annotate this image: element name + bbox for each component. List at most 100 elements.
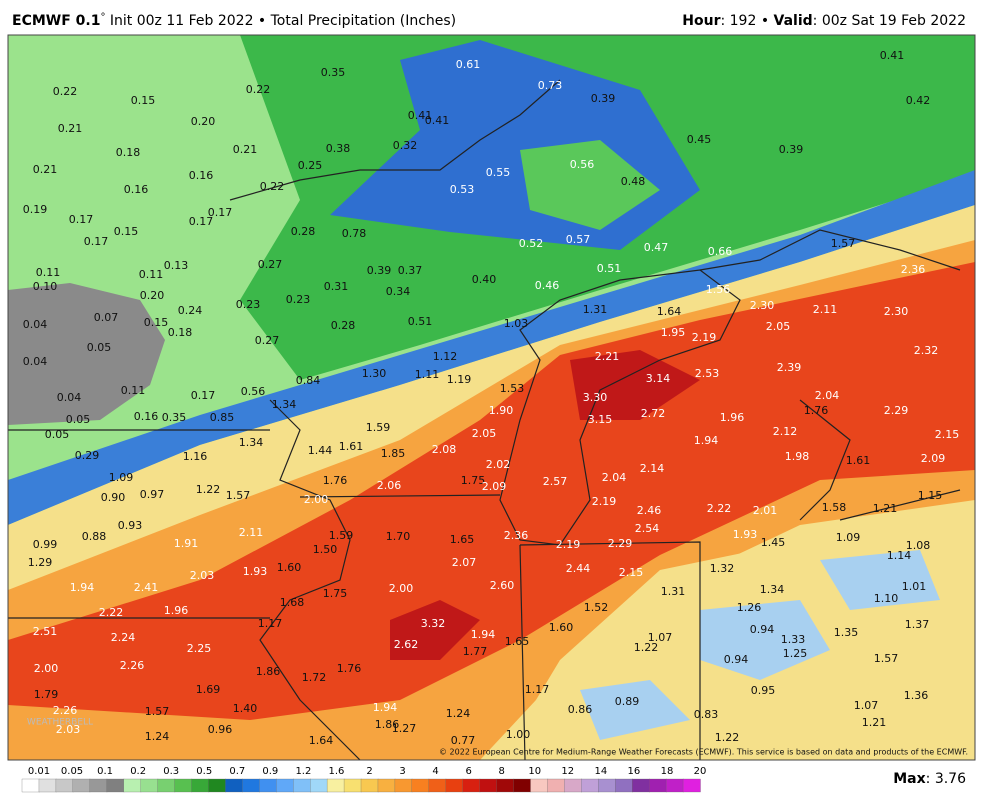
shade: [820, 550, 940, 610]
precip-label: 2.36: [504, 529, 529, 542]
precip-label: 1.07: [648, 631, 673, 644]
colorbar-label: 0.05: [61, 766, 83, 777]
precip-label: 0.53: [450, 183, 475, 196]
precip-label: 1.17: [525, 683, 550, 696]
colorbar-swatch: [665, 778, 684, 793]
precip-label: 0.51: [408, 315, 433, 328]
precip-label: 1.86: [256, 665, 281, 678]
precip-label: 1.60: [277, 561, 302, 574]
precip-label: 0.20: [140, 289, 165, 302]
precip-label: 1.26: [737, 601, 762, 614]
colorbar-label: 0.01: [28, 766, 50, 777]
precip-label: 0.48: [621, 175, 646, 188]
precip-label: 1.79: [34, 688, 59, 701]
precip-label: 1.45: [761, 536, 786, 549]
precip-label: 1.59: [329, 529, 354, 542]
precip-label: 1.76: [323, 474, 348, 487]
precip-label: 1.76: [337, 662, 362, 675]
precip-label: 1.72: [302, 671, 327, 684]
precip-label: 0.56: [241, 385, 266, 398]
hour-value: : 192 •: [720, 13, 773, 29]
model: ECMWF 0.1: [12, 13, 100, 29]
precip-label: 1.94: [70, 581, 95, 594]
precip-label: 1.93: [243, 565, 268, 578]
header-left: ECMWF 0.1° Init 00z 11 Feb 2022 • Total …: [12, 12, 456, 29]
precip-label: 2.54: [635, 522, 660, 535]
precip-label: 2.44: [566, 562, 591, 575]
precip-label: 2.29: [884, 404, 909, 417]
precip-label: 1.59: [366, 421, 391, 434]
precip-label: 0.16: [124, 183, 149, 196]
precip-label: 2.12: [773, 425, 798, 438]
precip-label: 1.57: [145, 705, 170, 718]
precip-label: 1.07: [854, 699, 879, 712]
precip-label: 0.27: [258, 258, 283, 271]
precip-label: 0.05: [45, 428, 70, 441]
colorbar-swatch: [225, 778, 243, 793]
colorbar-label: 10: [528, 766, 541, 777]
precip-label: 0.16: [189, 169, 214, 182]
colorbar-swatch: [157, 778, 176, 793]
precip-label: 1.94: [373, 701, 398, 714]
precip-label: 1.90: [489, 404, 514, 417]
precip-label: 1.61: [846, 454, 871, 467]
colorbar-swatch: [309, 778, 328, 793]
shoreline: [699, 229, 961, 521]
precip-label: 1.98: [785, 450, 810, 463]
precip-label: 1.40: [233, 702, 258, 715]
colorbar-label: 12: [561, 766, 574, 777]
watermark: WEATHERBELL: [27, 718, 93, 728]
precip-label: 0.05: [66, 413, 91, 426]
precip-label: 0.18: [116, 146, 141, 159]
precip-label: 0.32: [393, 139, 418, 152]
precip-label: 0.51: [597, 262, 622, 275]
precip-label: 0.95: [751, 684, 776, 697]
precip-label: 2.07: [452, 556, 477, 569]
precip-label: 0.23: [236, 298, 261, 311]
precip-label: 2.72: [641, 407, 666, 420]
precip-label: 1.34: [760, 583, 785, 596]
shade: [580, 680, 690, 740]
precip-label: 2.24: [111, 631, 136, 644]
precip-label: 1.22: [196, 483, 221, 496]
precip-label: 0.16: [134, 410, 159, 423]
precip-label: 1.31: [661, 585, 686, 598]
colorbar-swatch: [89, 778, 108, 793]
precip-label: 2.11: [239, 526, 264, 539]
precip-label: 0.57: [566, 233, 591, 246]
colorbar-label: 0.9: [262, 766, 278, 777]
precip-label: 1.56: [706, 283, 731, 296]
precip-label: 2.41: [134, 581, 159, 594]
precip-label: 1.86: [375, 718, 400, 731]
precip-label: 0.89: [615, 695, 640, 708]
precip-label: 1.36: [904, 689, 929, 702]
precip-label: 0.24: [178, 304, 203, 317]
precip-label: 1.22: [715, 731, 740, 744]
precip-label: 1.00: [506, 728, 531, 741]
precip-label: 3.14: [646, 372, 671, 385]
shade: [570, 350, 700, 420]
precip-label: 0.28: [291, 225, 316, 238]
precip-label: 0.38: [326, 142, 351, 155]
precip-label: 2.04: [602, 471, 627, 484]
precip-label: 2.00: [389, 582, 414, 595]
colorbar-swatch: [106, 778, 125, 793]
precip-label: 2.46: [637, 504, 662, 517]
precip-label: 0.88: [82, 530, 107, 543]
precip-label: 1.44: [308, 444, 333, 457]
colorbar-swatch: [38, 778, 57, 793]
precip-label: 2.14: [640, 462, 665, 475]
precip-label: 1.14: [887, 549, 912, 562]
precip-label: 0.47: [644, 241, 669, 254]
precip-label: 3.30: [583, 391, 608, 404]
precip-label: 1.16: [183, 450, 208, 463]
colorbar-swatch: [394, 778, 413, 793]
colorbar-swatch: [598, 778, 616, 793]
precip-label: 1.65: [450, 533, 475, 546]
precip-label: 1.60: [549, 621, 574, 634]
precip-label: 0.55: [486, 166, 511, 179]
colorbar-label: 0.2: [130, 766, 146, 777]
precip-label: 0.34: [386, 285, 411, 298]
precip-label: 2.09: [482, 480, 507, 493]
